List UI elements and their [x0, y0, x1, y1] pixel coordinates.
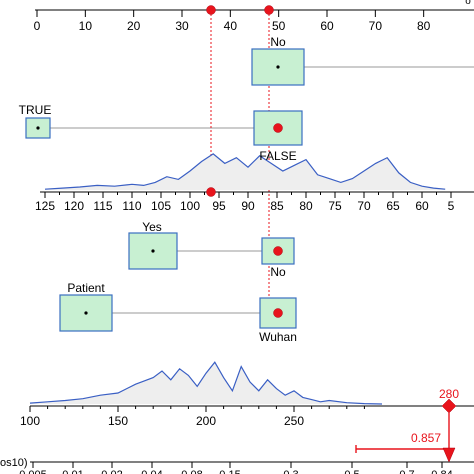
risk-axis-tick-label: 0.84 [431, 469, 452, 474]
points-axis-tick-label: 60 [320, 19, 334, 33]
points-axis-marker [264, 5, 274, 15]
group-variable-box-wuhan-label: Wuhan [259, 330, 297, 344]
risk-marker-triangle [442, 447, 456, 463]
density-layer [29, 153, 446, 405]
variable-axis-tick-label: 85 [270, 199, 284, 213]
axes-layer [29, 9, 474, 468]
risk-axis-tick-label: 0.7 [399, 469, 414, 474]
risk-axis-tick-label: 0.5 [344, 469, 359, 474]
bool-variable-box-true-center-dot [36, 126, 40, 130]
bool-variable-box-false-label: FALSE [259, 149, 296, 163]
yesno-variable-box-yes-center-dot [151, 249, 155, 253]
points-axis-tick-label: 40 [224, 19, 238, 33]
variable-axis-tick-label: 105 [151, 199, 171, 213]
risk-marker-label: 0.857 [411, 431, 441, 445]
total-points-axis-tick-label: 200 [196, 414, 216, 428]
points-axis-tick-label: 50 [272, 19, 286, 33]
risk-axis-tick-label: 0.01 [62, 469, 83, 474]
variable-axis-tick-label: 110 [122, 199, 141, 213]
group-variable-box-patient-label: Patient [67, 281, 105, 295]
variable-axis-tick-label: 80 [299, 199, 313, 213]
yesno-variable-box-yes-label: Yes [142, 220, 162, 234]
points-axis-tick-label: 30 [175, 19, 189, 33]
variable-axis-tick-label: 5 [448, 199, 455, 213]
variable-axis-tick-label: 75 [328, 199, 342, 213]
variable-axis-marker [206, 187, 216, 197]
variable-axis-tick-label: 70 [357, 199, 371, 213]
total-density-line [29, 361, 383, 405]
risk-axis-tick-label: 0.15 [219, 469, 240, 474]
top-variable-box-no-center-dot [276, 65, 280, 69]
risk-axis-tick-label: 0.08 [181, 469, 202, 474]
total-density-area [30, 362, 382, 404]
risk-axis-tick-label: 0.3 [283, 469, 298, 474]
variable-axis-tick-label: 65 [386, 199, 400, 213]
points-axis-tick-label: 20 [127, 19, 141, 33]
points-axis-title-fragment: o [465, 0, 471, 7]
total-points-marker-label: 280 [439, 387, 459, 401]
total-points-axis-tick-label: 250 [284, 414, 304, 428]
total-points-marker [441, 398, 457, 414]
points-axis-tick-label: 80 [417, 19, 431, 33]
points-axis-tick-label: 0 [34, 19, 41, 33]
variable-axis-tick-label: 125 [35, 199, 55, 213]
yesno-variable-box-no-label: No [270, 265, 286, 279]
variable-axis-tick-label: 90 [241, 199, 255, 213]
risk-axis-tick-label: 0.02 [101, 469, 122, 474]
points-axis-marker [206, 5, 216, 15]
points-axis-tick-label: 70 [369, 19, 383, 33]
bool-variable-box-false-selected-marker [273, 123, 283, 133]
variable-axis-tick-label: 95 [212, 199, 226, 213]
total-points-axis-tick-label: 100 [20, 414, 40, 428]
yesno-variable-box-no-selected-marker [273, 246, 283, 256]
variable-axis-tick-label: 120 [64, 199, 84, 213]
total-points-axis-tick-label: 150 [108, 414, 128, 428]
risk-axis-tick-label: 0.005 [19, 469, 47, 474]
group-variable-box-wuhan-selected-marker [273, 308, 283, 318]
risk-axis-tick-label: 0.04 [141, 469, 162, 474]
boxes-layer [25, 48, 305, 332]
top-variable-box-no-label: No [270, 35, 286, 49]
group-variable-box-patient-center-dot [84, 311, 88, 315]
variable-axis-tick-label: 60 [415, 199, 429, 213]
markers-layer [206, 5, 457, 463]
risk-axis-title-fragment: os10) [0, 457, 28, 469]
variable-density-line [44, 153, 446, 190]
variable-axis-tick-label: 115 [93, 199, 112, 213]
bool-variable-box-true-label: TRUE [19, 103, 52, 117]
variable-axis-tick-label: 100 [180, 199, 200, 213]
points-axis-tick-label: 10 [79, 19, 93, 33]
